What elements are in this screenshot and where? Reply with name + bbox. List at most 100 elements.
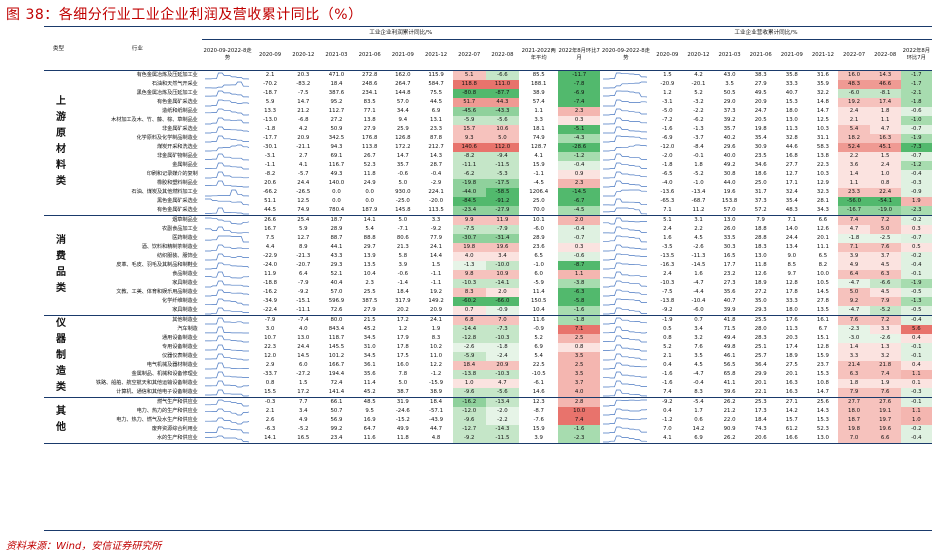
revenue-trend-sparkline <box>600 252 652 261</box>
profit-value-cell: 17.2 <box>396 317 409 323</box>
profit-value-cell: 144.8 <box>395 90 411 96</box>
profit-col-header: 2021-09 <box>386 39 420 71</box>
table-row: 石油、煤炭及其他燃料加工业 -66.2 -26.5 0.0 0.0 930.0 224.1 -… <box>44 188 932 197</box>
revenue-value-cell: 20.9 <box>754 99 767 105</box>
profit-trend-sparkline <box>202 179 254 188</box>
profit-value-cell: -22.4 <box>253 306 287 316</box>
profit-value-cell: 51.7 <box>452 98 486 107</box>
profit-trend-sparkline <box>202 261 254 270</box>
profit-value-cell: 19.6 <box>485 243 519 252</box>
revenue-col-header: 2021-12 <box>807 39 839 71</box>
industry-header: 行业 <box>73 27 202 71</box>
revenue-value-cell: -2.5 <box>869 234 901 243</box>
profit-value-cell: 13.9 <box>363 253 376 259</box>
revenue-value-cell: 19.6 <box>869 425 901 434</box>
revenue-value-cell: 2.2 <box>694 226 703 232</box>
profit-value-cell: 11.4 <box>363 380 376 386</box>
revenue-value-cell: -6.0 <box>838 89 870 98</box>
revenue-value-cell: -13.4 <box>691 189 706 195</box>
revenue-value-cell: 12.6 <box>816 226 829 232</box>
profit-trend-sparkline <box>202 316 254 326</box>
profit-value-cell: 28.7 <box>430 162 443 168</box>
profit-value-cell: -9.6 <box>452 416 486 425</box>
profit-value-cell: 74.9 <box>286 206 320 216</box>
revenue-value-cell: 3.2 <box>869 352 901 361</box>
profit-value-cell: 35.6 <box>363 371 376 377</box>
revenue-value-cell: -0.3 <box>900 179 932 188</box>
revenue-value-cell: 1.9 <box>900 197 932 206</box>
profit-value-cell: 77.9 <box>430 235 443 241</box>
profit-value-cell: 14.3 <box>430 153 443 159</box>
category-label: 消费品类 <box>44 215 74 316</box>
revenue-value-cell: 12.8 <box>785 280 798 286</box>
revenue-value-cell: 7.0 <box>838 434 870 444</box>
revenue-value-cell: 49.8 <box>723 344 736 350</box>
profit-trend-sparkline <box>202 270 254 279</box>
revenue-value-cell: 20.1 <box>816 235 829 241</box>
revenue-value-cell: 43.0 <box>723 72 736 78</box>
revenue-trend-sparkline <box>600 71 652 81</box>
profit-value-cell: -1.2 <box>558 152 600 161</box>
revenue-value-cell: 74.3 <box>754 426 767 432</box>
revenue-value-cell: 7.6 <box>869 388 901 398</box>
revenue-value-cell: 16.3 <box>869 134 901 143</box>
profit-value-cell: 25.5 <box>363 289 376 295</box>
revenue-value-cell: -0.2 <box>900 215 932 225</box>
profit-value-cell: 3.3 <box>431 217 441 223</box>
revenue-group-header: 工业企业营收累计同比/% <box>599 27 932 40</box>
profit-value-cell: 50.9 <box>330 126 343 132</box>
profit-value-cell: 88.8 <box>363 235 376 241</box>
profit-value-cell: 101.2 <box>328 353 345 359</box>
table-row: 通用设备制造业 10.7 13.0 118.7 34.5 17.9 8.3 -12.8 -10.… <box>44 334 932 343</box>
revenue-value-cell: 25.6 <box>816 399 829 405</box>
profit-value-cell: -4.3 <box>558 134 600 143</box>
profit-value-cell: 2.8 <box>558 397 600 407</box>
revenue-value-cell: -0.7 <box>900 125 932 134</box>
profit-value-cell: 113.5 <box>419 206 453 216</box>
profit-value-cell: 85.5 <box>532 72 545 78</box>
profit-value-cell: 10.9 <box>485 270 519 279</box>
profit-value-cell: 94.3 <box>330 144 343 150</box>
industry-name: 酒、饮料和精制茶制造业 <box>141 244 198 250</box>
profit-value-cell: -2.9 <box>430 180 442 186</box>
profit-value-cell: -28.6 <box>558 143 600 152</box>
profit-value-cell: 10.4 <box>519 306 559 316</box>
revenue-value-cell: 27.8 <box>816 298 829 304</box>
industry-name: 印刷和记录媒介的复制 <box>146 171 198 177</box>
profit-value-cell: -66.2 <box>263 189 278 195</box>
revenue-trend-sparkline <box>600 407 652 416</box>
profit-value-cell: 12.0 <box>264 353 277 359</box>
revenue-value-cell: 38.3 <box>754 72 767 78</box>
profit-value-cell: 115.9 <box>428 72 444 78</box>
profit-value-cell: 20.9 <box>485 361 519 370</box>
industry-name: 汽车制造 <box>177 326 198 332</box>
revenue-value-cell: 8.2 <box>818 262 828 268</box>
profit-value-cell: -11.1 <box>452 161 486 170</box>
profit-trend-sparkline <box>202 89 254 98</box>
industry-name: 有色金属矿采选业 <box>73 206 202 216</box>
revenue-value-cell: 44.6 <box>785 144 798 150</box>
profit-value-cell: 112.7 <box>328 108 345 114</box>
profit-value-cell: 3.7 <box>558 379 600 388</box>
profit-value-cell: 149.2 <box>428 298 444 304</box>
table-row: 化学原料及化学制品制造业 -17.7 20.9 342.5 176.8 126.8 87.8… <box>44 134 932 143</box>
revenue-value-cell: 20.6 <box>745 434 777 444</box>
revenue-value-cell: 61.2 <box>785 426 798 432</box>
revenue-value-cell: -0.4 <box>693 380 704 386</box>
profit-value-cell: -10.5 <box>531 371 546 377</box>
profit-value-cell: 6.9 <box>534 344 543 350</box>
revenue-value-cell: -0.1 <box>900 397 932 407</box>
revenue-value-cell: 18.0 <box>776 306 808 316</box>
industry-name: 铁路、船舶、航空航天和其他运输设备制造业 <box>95 380 198 386</box>
revenue-value-cell: -0.7 <box>900 152 932 161</box>
profit-col-header: 2020-12 <box>286 39 320 71</box>
profit-value-cell: -12.7 <box>452 425 486 434</box>
revenue-value-cell: -4.4 <box>693 289 704 295</box>
revenue-value-cell: 18.2 <box>838 134 870 143</box>
revenue-value-cell: -2.6 <box>869 334 901 343</box>
revenue-value-cell: -5.2 <box>693 171 704 177</box>
profit-trend-sparkline <box>202 370 254 379</box>
profit-value-cell: 25.4 <box>297 217 310 223</box>
revenue-value-cell: 37.3 <box>723 108 736 114</box>
profit-value-cell: 21.3 <box>396 244 409 250</box>
